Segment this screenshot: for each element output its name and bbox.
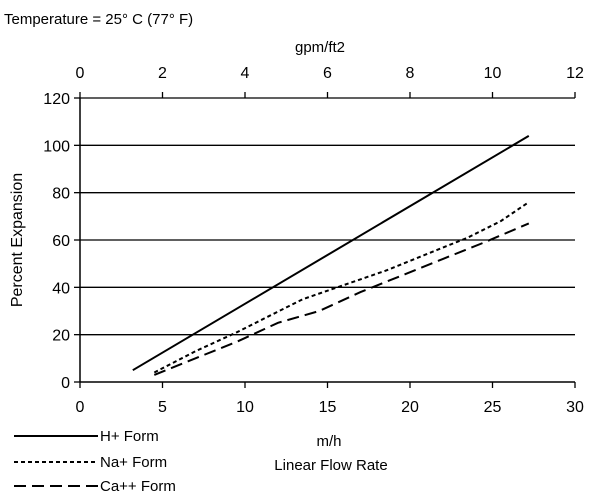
x-top-axis-ticks: 0 2 4 6 8 10 12 [76,65,584,98]
x-top-tick-label-2: 2 [158,65,167,82]
x-top-tick-label-10: 10 [484,65,502,82]
y-tick-label-100: 100 [43,138,70,155]
x-top-tick-label-12: 12 [566,65,584,82]
horizontal-gridlines [80,97,575,336]
legend-label-2: Ca++ Form [100,478,176,495]
x-tick-label-15: 15 [319,399,337,416]
y-tick-label-20: 20 [52,328,70,345]
series-lines [132,135,530,376]
y-tick-label-80: 80 [52,186,70,203]
y-tick-label-0: 0 [61,375,70,392]
x-tick-label-10: 10 [236,399,254,416]
x-top-tick-label-0: 0 [76,65,85,82]
y-tick-label-40: 40 [52,280,70,297]
x-tick-label-5: 5 [158,399,167,416]
y-axis-ticks: 0 20 40 60 80 100 120 [43,91,80,392]
x-top-tick-label-6: 6 [323,65,332,82]
x-axis-sublabel: Linear Flow Rate [274,457,387,474]
x-top-tick-label-8: 8 [406,65,415,82]
y-axis-label: Percent Expansion [9,173,26,307]
x-tick-label-0: 0 [76,399,85,416]
x-axis-ticks: 0 5 10 15 20 25 30 [76,382,584,416]
legend: H+ Form Na+ Form Ca++ Form [14,428,176,495]
series-line-2 [153,222,530,376]
x-tick-label-30: 30 [566,399,584,416]
series-line-0 [132,135,530,372]
x-top-tick-label-4: 4 [241,65,250,82]
y-tick-label-120: 120 [43,91,70,108]
y-tick-label-60: 60 [52,233,70,250]
x-tick-label-25: 25 [484,399,502,416]
legend-label-1: Na+ Form [100,454,167,471]
chart-title: Temperature = 25° C (77° F) [4,11,193,28]
x-tick-label-20: 20 [401,399,419,416]
x-top-axis-label: gpm/ft2 [295,39,345,56]
x-axis-label: m/h [316,433,341,450]
legend-label-0: H+ Form [100,428,159,445]
